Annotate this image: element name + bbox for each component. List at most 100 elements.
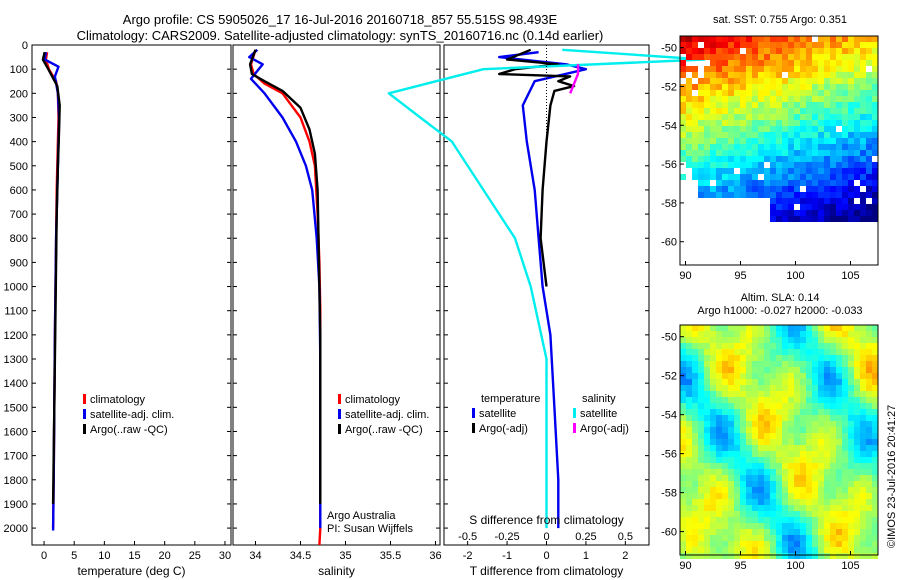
sst-map-cell <box>746 90 752 96</box>
sla-map-cell <box>782 487 788 493</box>
sla-map-cell <box>788 529 794 535</box>
sst-map-cell <box>836 156 842 162</box>
sst-map-cell <box>830 78 836 84</box>
sla-map-cell <box>776 457 782 463</box>
sla-map-cell <box>680 385 686 391</box>
sla-map-cell <box>842 415 848 421</box>
sst-map-cell <box>746 138 752 144</box>
sla-map-cell <box>830 373 836 379</box>
sla-map-cell <box>782 397 788 403</box>
sla-map-cell <box>800 475 806 481</box>
sla-map-cell <box>686 511 692 517</box>
sla-map-cell <box>794 403 800 409</box>
sla-map-cell <box>776 385 782 391</box>
sla-map-cell <box>716 553 722 559</box>
sst-map-cell <box>686 132 692 138</box>
sla-map-cell <box>728 451 734 457</box>
sla-map-cell <box>782 493 788 499</box>
sla-map-cell <box>782 403 788 409</box>
sla-map-cell <box>752 481 758 487</box>
sst-map-cell <box>830 66 836 72</box>
sla-map-cell <box>800 469 806 475</box>
sst-map-cell <box>692 174 698 180</box>
sla-map-cell <box>740 535 746 541</box>
sla-map-cell <box>746 541 752 547</box>
sst-map-cell <box>836 60 842 66</box>
sla-map-cell <box>746 343 752 349</box>
sla-map-cell <box>848 343 854 349</box>
sst-map-cell <box>812 132 818 138</box>
sla-map-cell <box>818 469 824 475</box>
sst-map-cell <box>710 150 716 156</box>
sst-map-cell <box>722 144 728 150</box>
sla-map-cell <box>806 349 812 355</box>
figure-title-line1: Argo profile: CS 5905026_17 16-Jul-2016 … <box>122 12 558 27</box>
sla-map-cell <box>866 511 872 517</box>
sst-map-cell <box>722 66 728 72</box>
sla-map-cell <box>782 343 788 349</box>
sla-map-cell <box>770 355 776 361</box>
sla-map-cell <box>776 337 782 343</box>
sla-map-cell <box>770 517 776 523</box>
salinity-legend-label: climatology <box>345 394 401 406</box>
sst-map-cell <box>716 150 722 156</box>
sla-map-cell <box>716 493 722 499</box>
sla-map-cell <box>800 385 806 391</box>
sst-map-cell <box>746 156 752 162</box>
sla-map-cell <box>704 499 710 505</box>
sla-map-cell <box>806 427 812 433</box>
sla-map-cell <box>842 367 848 373</box>
sla-map-cell <box>686 547 692 553</box>
sst-map-cell <box>848 96 854 102</box>
sst-map-cell <box>782 132 788 138</box>
sla-map-cell <box>722 385 728 391</box>
sla-map-cell <box>746 349 752 355</box>
sla-map-cell <box>836 415 842 421</box>
sst-map-cell <box>860 132 866 138</box>
sla-map-cell <box>758 547 764 553</box>
sst-map-cell <box>830 150 836 156</box>
sla-map-cell <box>698 547 704 553</box>
sla-map-cell <box>818 355 824 361</box>
sst-map-cell <box>692 36 698 42</box>
sla-map-cell <box>716 487 722 493</box>
sla-map-cell <box>692 421 698 427</box>
sla-map-cell <box>680 367 686 373</box>
sst-map-cell <box>824 90 830 96</box>
sla-map-cell <box>860 487 866 493</box>
sla-map-cell <box>812 385 818 391</box>
sla-map-cell <box>722 481 728 487</box>
depth-tick-label: 200 <box>10 88 28 100</box>
sla-map-cell <box>776 409 782 415</box>
sla-map-cell <box>758 337 764 343</box>
sst-map-cell <box>692 54 698 60</box>
sla-map-cell <box>806 343 812 349</box>
sla-map-cell <box>860 337 866 343</box>
sla-map-cell <box>686 367 692 373</box>
sst-map-cell <box>794 210 800 216</box>
sst-map-cell <box>752 144 758 150</box>
sla-map-cell <box>776 355 782 361</box>
sst-map-cell <box>842 180 848 186</box>
sla-map-cell <box>812 361 818 367</box>
sla-map-cell <box>794 517 800 523</box>
sst-map-cell <box>872 204 878 210</box>
sst-map-cell <box>686 138 692 144</box>
sla-map-cell <box>770 487 776 493</box>
sla-map-cell <box>836 397 842 403</box>
sla-map-cell <box>680 331 686 337</box>
depth-tick-label: 700 <box>10 209 28 221</box>
sst-map-cell <box>854 120 860 126</box>
sla-map-cell <box>866 529 872 535</box>
sst-map-cell <box>680 90 686 96</box>
sst-map-cell <box>830 42 836 48</box>
sla-map-cell <box>824 337 830 343</box>
sla-map-cell <box>680 433 686 439</box>
sst-map-cell <box>818 198 824 204</box>
sst-map-cell <box>806 114 812 120</box>
sla-map-cell <box>860 355 866 361</box>
sla-map-cell <box>818 547 824 553</box>
sst-map-cell <box>800 156 806 162</box>
sst-map-cell <box>764 54 770 60</box>
sla-map-cell <box>830 511 836 517</box>
